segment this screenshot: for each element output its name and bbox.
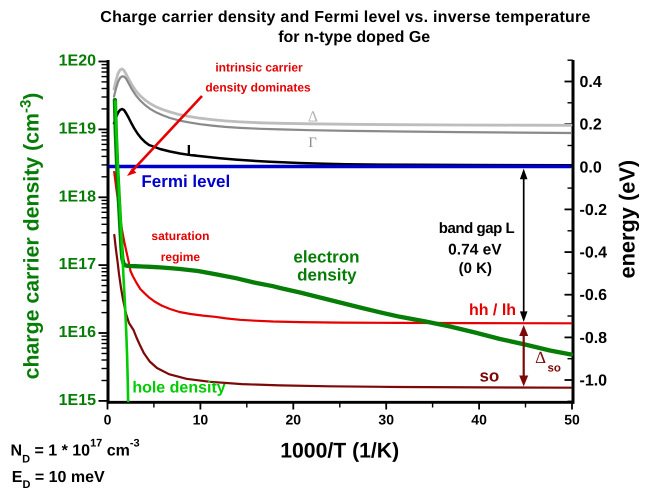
svg-text:1E18: 1E18: [59, 188, 96, 205]
svg-text:Fermi level: Fermi level: [141, 172, 230, 191]
svg-text:20: 20: [286, 412, 302, 428]
svg-text:0.0: 0.0: [580, 159, 602, 176]
svg-text:0: 0: [104, 412, 112, 428]
svg-text:1E15: 1E15: [59, 392, 96, 409]
svg-text:saturation: saturation: [151, 229, 209, 243]
svg-text:-1.0: -1.0: [580, 373, 608, 390]
svg-text:0.4: 0.4: [580, 74, 602, 91]
svg-text:energy (eV): energy (eV): [615, 160, 640, 279]
svg-text:regime: regime: [161, 250, 201, 264]
svg-text:intrinsic carrier: intrinsic carrier: [215, 60, 303, 74]
svg-text:50: 50: [564, 412, 580, 428]
svg-text:ED = 10 meV: ED = 10 meV: [12, 469, 105, 491]
svg-text:Δ: Δ: [308, 109, 318, 126]
svg-text:40: 40: [471, 412, 487, 428]
svg-text:1E20: 1E20: [59, 53, 96, 70]
svg-text:hole density: hole density: [132, 380, 225, 397]
svg-text:charge carrier density (cm-3): charge carrier density (cm-3): [18, 93, 44, 380]
svg-text:-0.8: -0.8: [580, 330, 608, 347]
svg-text:Δ: Δ: [535, 348, 546, 367]
svg-text:L: L: [187, 143, 197, 160]
svg-text:electron: electron: [293, 248, 359, 267]
svg-text:Γ: Γ: [308, 135, 316, 151]
svg-text:so: so: [548, 363, 561, 375]
svg-text:-0.6: -0.6: [580, 287, 608, 304]
svg-text:density: density: [297, 266, 357, 285]
svg-text:-0.2: -0.2: [580, 202, 608, 219]
svg-text:ND = 1 * 1017 cm-3: ND = 1 * 1017 cm-3: [11, 437, 140, 465]
svg-text:band gap L: band gap L: [439, 220, 515, 237]
svg-text:1E19: 1E19: [59, 121, 96, 138]
svg-text:0.74 eV: 0.74 eV: [448, 242, 502, 259]
svg-text:(0 K): (0 K): [459, 260, 492, 277]
svg-text:1E17: 1E17: [59, 256, 96, 273]
svg-text:1E16: 1E16: [59, 324, 96, 341]
svg-text:density dominates: density dominates: [205, 81, 311, 95]
svg-text:30: 30: [378, 412, 394, 428]
svg-text:0.2: 0.2: [580, 117, 602, 134]
svg-text:10: 10: [193, 412, 209, 428]
svg-text:so: so: [479, 366, 499, 385]
svg-text:hh / lh: hh / lh: [469, 302, 516, 319]
svg-text:Charge carrier density and Fer: Charge carrier density and Fermi level v…: [100, 9, 590, 26]
svg-text:for n-type doped Ge: for n-type doped Ge: [278, 29, 430, 46]
svg-text:-0.4: -0.4: [580, 245, 608, 262]
svg-text:1000/T (1/K): 1000/T (1/K): [280, 439, 399, 462]
